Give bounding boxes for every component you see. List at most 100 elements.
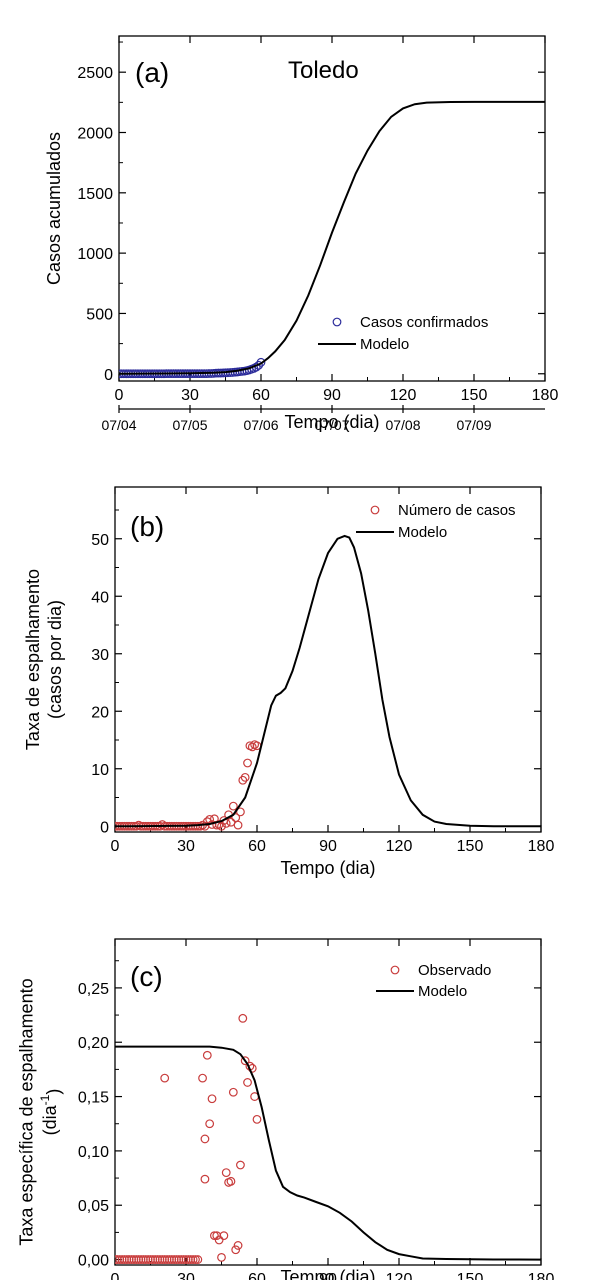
- data-point: [226, 817, 236, 827]
- data-point: [256, 357, 266, 367]
- y-tick-label: 1000: [77, 246, 113, 263]
- data-point: [233, 820, 243, 830]
- data-point: [217, 1252, 226, 1262]
- data-point: [238, 1013, 248, 1023]
- y-axis-label: Taxa específica de espalhamento (dia-1): [17, 978, 64, 1245]
- data-point: [247, 742, 257, 752]
- x-tick-label: 150: [461, 387, 488, 404]
- plot-frame: [114, 486, 542, 833]
- legend: Número de casos Modelo: [356, 502, 516, 541]
- x-axis-label: Tempo (dia): [280, 858, 375, 878]
- data-point: [160, 1073, 170, 1083]
- legend-entry: Modelo: [360, 336, 409, 353]
- legend-entry: Número de casos: [398, 502, 516, 519]
- data-point: [205, 1119, 215, 1129]
- x-tick-label: 120: [390, 387, 417, 404]
- panel-label: (b): [130, 511, 164, 542]
- y-tick-label: 500: [86, 306, 113, 323]
- data-point: [217, 821, 226, 831]
- data-point: [207, 1094, 217, 1104]
- data-point: [226, 1176, 236, 1186]
- legend-entry: Modelo: [418, 983, 467, 1000]
- data-point: [219, 1231, 229, 1241]
- y-tick-label: 2500: [77, 65, 113, 82]
- data-point: [228, 801, 238, 811]
- x-tick-label: 60: [252, 387, 270, 404]
- legend-marker-swatch: [332, 317, 342, 327]
- y-tick-label: 0,20: [78, 1035, 109, 1052]
- date-tick-label: 07/07: [314, 417, 349, 433]
- data-point: [214, 1235, 224, 1245]
- x-tick-label: 60: [248, 1271, 266, 1280]
- y-tick-label: 20: [91, 704, 109, 721]
- x-tick-label: 90: [323, 387, 341, 404]
- legend: Observado Modelo: [376, 962, 491, 1000]
- plot-frame: [114, 938, 542, 1266]
- x-tick-label: 120: [386, 838, 413, 855]
- data-point: [252, 1114, 262, 1124]
- y-tick-label: 0: [100, 819, 109, 836]
- date-tick-label: 07/08: [385, 417, 420, 433]
- y-tick-label: 0,00: [78, 1253, 109, 1270]
- data-point: [243, 758, 252, 768]
- legend-marker-swatch: [390, 965, 400, 975]
- y-tick-label: 40: [91, 589, 109, 606]
- data-point: [228, 1087, 238, 1097]
- x-tick-label: 90: [319, 1271, 337, 1280]
- legend-entry: Modelo: [398, 524, 447, 541]
- x-tick-label: 0: [111, 1271, 120, 1280]
- data-point: [198, 1073, 207, 1083]
- data-point: [200, 1174, 210, 1184]
- data-point: [193, 1255, 203, 1264]
- x-tick-label: 120: [386, 1271, 413, 1280]
- series-line-modelo: [119, 100, 545, 375]
- data-point: [240, 1056, 250, 1066]
- date-tick-label: 07/06: [243, 417, 278, 433]
- x-tick-label: 30: [177, 838, 195, 855]
- x-tick-label: 30: [181, 387, 199, 404]
- data-point: [243, 1078, 252, 1087]
- y-tick-label: 0,15: [78, 1090, 109, 1107]
- y-tick-label: 1500: [77, 186, 113, 203]
- x-axis-label: Tempo (dia): [280, 1267, 375, 1280]
- y-tick-label: 10: [91, 762, 109, 779]
- y-tick-label: 0: [104, 367, 113, 384]
- panel-label: (a): [135, 57, 169, 88]
- data-layer: [115, 1013, 541, 1264]
- x-tick-label: 150: [457, 838, 484, 855]
- y-tick-label: 50: [91, 532, 109, 549]
- data-point: [221, 1168, 231, 1178]
- data-layer: [119, 100, 545, 379]
- y-tick-label: 0,25: [78, 981, 109, 998]
- y-tick-label: 2000: [77, 126, 113, 143]
- chart-title: Toledo: [288, 57, 359, 84]
- date-tick-label: 07/04: [101, 417, 136, 433]
- y-axis-label: Casos acumulados: [44, 132, 64, 285]
- date-tick-label: 07/05: [172, 417, 207, 433]
- legend-entry: Observado: [418, 962, 491, 979]
- y-tick-label: 0,10: [78, 1144, 109, 1161]
- data-layer: [115, 534, 541, 831]
- legend-entry: Casos confirmados: [360, 314, 488, 331]
- data-point: [240, 772, 250, 782]
- x-axis-label: Tempo (dia): [284, 412, 379, 432]
- x-tick-label: 180: [528, 1271, 555, 1280]
- y-tick-label: 30: [91, 647, 109, 664]
- x-tick-label: 180: [532, 387, 559, 404]
- data-point: [188, 1255, 198, 1264]
- y-tick-label: 0,05: [78, 1198, 109, 1215]
- x-tick-label: 30: [177, 1271, 195, 1280]
- data-point: [191, 1255, 200, 1264]
- data-point: [231, 1245, 241, 1255]
- panel-label: (c): [130, 961, 163, 992]
- series-line-modelo: [115, 1045, 541, 1261]
- data-point: [202, 1050, 212, 1060]
- x-tick-label: 150: [457, 1271, 484, 1280]
- data-point: [236, 1160, 245, 1170]
- data-point: [200, 1134, 210, 1144]
- x-tick-label: 0: [111, 838, 120, 855]
- x-tick-label: 0: [115, 387, 124, 404]
- date-tick-label: 07/09: [456, 417, 491, 433]
- legend-marker-swatch: [370, 505, 380, 515]
